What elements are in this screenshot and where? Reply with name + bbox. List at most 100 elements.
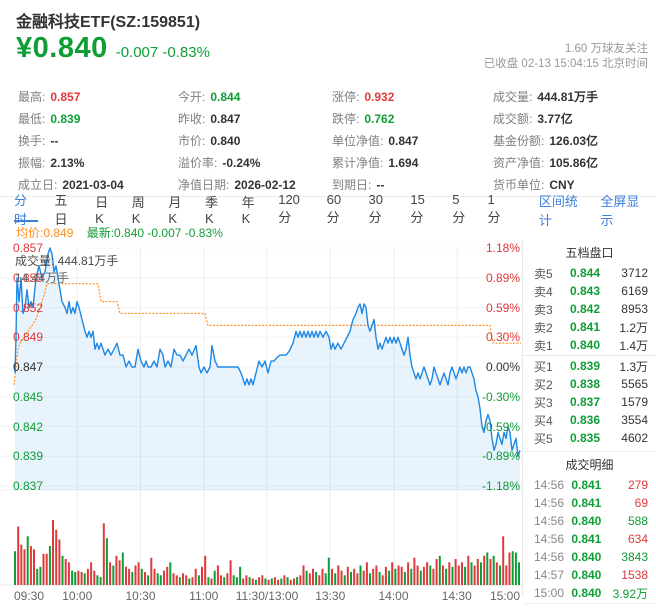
volume-bar xyxy=(242,578,245,585)
order-volume: 6169 xyxy=(621,284,648,298)
stats-column: 涨停: 0.932 跌停: 0.762 单位净值: 0.847 累计净值: 1.694 到期日:… xyxy=(332,86,418,196)
stat-item: 振幅: 2.13% xyxy=(18,152,124,174)
tab-10[interactable]: 15分 xyxy=(410,191,425,225)
volume-bar xyxy=(476,559,479,585)
volume-bar xyxy=(220,575,222,586)
tab-9[interactable]: 30分 xyxy=(368,191,383,225)
stat-item: 昨收: 0.847 xyxy=(178,108,296,130)
tab-4[interactable]: 月K xyxy=(168,194,182,226)
volume-bar xyxy=(473,565,476,585)
stat-label: 今开: xyxy=(178,90,206,104)
y-axis-price-label: 0.847 xyxy=(13,360,44,374)
trade-row: 14:56 0.841 279 xyxy=(523,476,656,494)
order-volume: 1.3万 xyxy=(619,359,648,374)
volume-bar xyxy=(397,565,400,585)
stat-item: 到期日: -- xyxy=(332,174,418,196)
volume-bar xyxy=(216,565,219,585)
stat-value: 0.857 xyxy=(50,90,81,104)
chart-canvas[interactable] xyxy=(0,240,522,605)
x-axis-label: 11:30/13:00 xyxy=(235,589,299,603)
volume-bar xyxy=(207,577,210,585)
tab-0[interactable]: 分时 xyxy=(14,193,38,227)
y-axis-price-label: 0.837 xyxy=(13,479,44,493)
stat-label: 溢价率: xyxy=(178,156,218,170)
order-level-label: 买3 xyxy=(534,395,553,410)
volume-bar xyxy=(45,553,48,585)
trade-time: 14:56 xyxy=(534,496,565,510)
tab-11[interactable]: 5分 xyxy=(452,191,466,225)
intraday-chart[interactable]: 0.857 0.855 0.852 0.849 0.847 0.845 0.842 0.839… xyxy=(0,240,522,605)
bid-row[interactable]: 买1 0.839 1.3万 xyxy=(523,357,656,375)
volume-bar xyxy=(483,555,486,586)
order-level-label: 卖2 xyxy=(534,320,553,335)
market-meta: 1.60 万球友关注 已收盘 02-13 15:04:15 北京时间 xyxy=(484,42,648,72)
x-axis-label: 10:30 xyxy=(125,589,156,603)
latest-price-label: 最新:0.840 -0.007 -0.83% xyxy=(86,226,223,240)
volume-bar xyxy=(254,579,257,585)
volume-bar xyxy=(388,570,391,585)
ask-row[interactable]: 卖3 0.842 8953 xyxy=(523,300,656,318)
stat-value: 0.847 xyxy=(210,112,241,126)
volume-bar xyxy=(356,573,359,585)
volume-bar xyxy=(20,544,23,585)
ask-row[interactable]: 卖4 0.843 6169 xyxy=(523,282,656,300)
trade-row: 15:00 0.840 3.92万 xyxy=(523,584,656,602)
volume-bar xyxy=(210,578,213,585)
volume-bar xyxy=(514,552,517,585)
x-axis-label: 14:00 xyxy=(378,589,409,603)
ask-row[interactable]: 卖2 0.841 1.2万 xyxy=(523,318,656,336)
volume-bar xyxy=(394,568,397,586)
volume-bar xyxy=(33,549,35,586)
volume-bar xyxy=(293,578,295,585)
tab-12[interactable]: 1分 xyxy=(487,191,501,225)
y-axis-percent-label: 0.59% xyxy=(485,300,520,315)
ask-row[interactable]: 卖1 0.840 1.4万 xyxy=(523,336,656,354)
volume-bar xyxy=(461,562,463,586)
y-axis-percent-label: 0.30% xyxy=(485,330,520,345)
volume-bar xyxy=(96,575,99,586)
stat-label: 成立日: xyxy=(18,178,58,192)
stat-value: 2.13% xyxy=(50,156,85,170)
stat-label: 资产净值: xyxy=(493,156,545,170)
order-level-label: 卖4 xyxy=(534,284,553,299)
fullscreen-link[interactable]: 全屏显示 xyxy=(600,193,640,228)
volume-bar xyxy=(518,562,520,586)
volume-bar xyxy=(245,575,248,586)
volume-scale-label: 14.44万手 xyxy=(15,271,70,285)
tab-5[interactable]: 季K xyxy=(204,194,218,226)
range-stats-link[interactable]: 区间统计 xyxy=(538,193,578,228)
order-volume: 1.2万 xyxy=(619,320,648,335)
volume-bar xyxy=(457,565,460,585)
order-level-label: 买2 xyxy=(534,377,553,392)
volume-bar xyxy=(29,546,32,585)
y-axis-percent-label: 0.89% xyxy=(485,270,520,285)
volume-bar xyxy=(112,565,115,585)
volume-bar xyxy=(410,568,413,586)
tab-6[interactable]: 年K xyxy=(241,194,255,226)
order-price: 0.839 xyxy=(569,359,601,373)
volume-bar xyxy=(134,565,137,585)
bid-row[interactable]: 买3 0.837 1579 xyxy=(523,393,656,411)
volume-bar xyxy=(261,575,264,586)
bid-row[interactable]: 买4 0.836 3554 xyxy=(523,411,656,429)
ask-row[interactable]: 卖5 0.844 3712 xyxy=(523,264,656,282)
volume-bar xyxy=(384,566,387,585)
volume-bar xyxy=(308,573,311,585)
volume-bar xyxy=(273,577,276,585)
tab-7[interactable]: 120分 xyxy=(278,191,300,225)
stat-value: 2021-03-04 xyxy=(62,178,124,192)
tab-2[interactable]: 日K xyxy=(95,194,109,226)
volume-bar xyxy=(67,562,70,586)
tab-3[interactable]: 周K xyxy=(131,194,145,226)
bid-row[interactable]: 买2 0.838 5565 xyxy=(523,375,656,393)
order-volume: 1579 xyxy=(621,395,648,409)
stat-item: 跌停: 0.762 xyxy=(332,108,418,130)
volume-bar xyxy=(369,573,371,585)
order-price: 0.843 xyxy=(569,284,601,298)
volume-bar xyxy=(502,536,505,586)
tab-1[interactable]: 五日 xyxy=(54,192,68,227)
bid-row[interactable]: 买5 0.835 4602 xyxy=(523,429,656,447)
volume-bar xyxy=(121,552,124,585)
stat-item: 市价: 0.840 xyxy=(178,130,296,152)
tab-8[interactable]: 60分 xyxy=(326,191,342,225)
